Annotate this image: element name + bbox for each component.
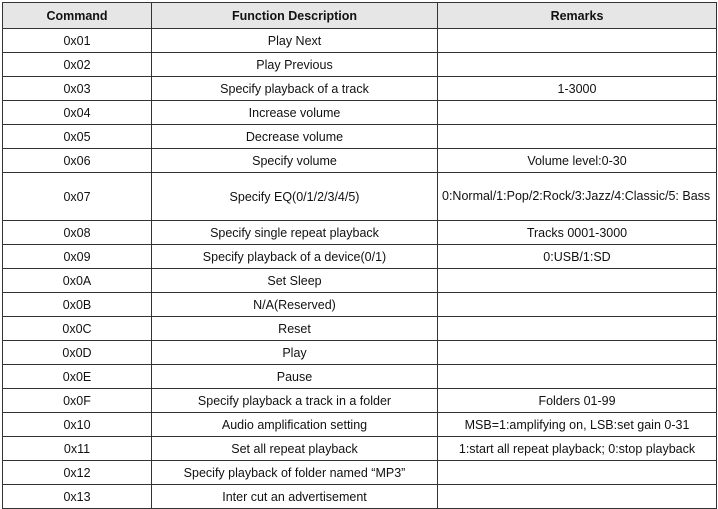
remarks-cell (437, 364, 717, 389)
remarks-cell (437, 52, 717, 77)
remarks-cell: 0:Normal/1:Pop/2:Rock/3:Jazz/4:Classic/5… (437, 172, 717, 221)
function-cell: Specify playback a track in a folder (151, 388, 438, 413)
function-cell: Specify playback of a track (151, 76, 438, 101)
command-cell: 0x0A (2, 268, 152, 293)
command-cell: 0x03 (2, 76, 152, 101)
function-cell: Reset (151, 316, 438, 341)
command-cell: 0x04 (2, 100, 152, 125)
table-row: 0x10 Audio amplification setting MSB=1:amp… (2, 412, 717, 437)
command-cell: 0x10 (2, 412, 152, 437)
function-cell: Specify playback of a device(0/1) (151, 244, 438, 269)
remarks-cell (437, 484, 717, 509)
command-cell: 0x08 (2, 220, 152, 245)
remarks-cell: Volume level:0-30 (437, 148, 717, 173)
table-row: 0x11 Set all repeat playback 1:start all r… (2, 436, 717, 461)
function-cell: Specify single repeat playback (151, 220, 438, 245)
command-cell: 0x11 (2, 436, 152, 461)
remarks-cell (437, 124, 717, 149)
remarks-cell (437, 100, 717, 125)
table-row: 0x0B N/A(Reserved) (2, 292, 717, 317)
function-cell: Play Previous (151, 52, 438, 77)
command-cell: 0x05 (2, 124, 152, 149)
function-cell: Audio amplification setting (151, 412, 438, 437)
table-row: 0x04 Increase volume (2, 100, 717, 125)
table-row: 0x0A Set Sleep (2, 268, 717, 293)
remarks-cell (437, 316, 717, 341)
table-row: 0x02 Play Previous (2, 52, 717, 77)
command-cell: 0x02 (2, 52, 152, 77)
table-row: 0x0D Play (2, 340, 717, 365)
command-cell: 0x13 (2, 484, 152, 509)
header-row: Command Function Description Remarks (2, 2, 717, 29)
remarks-cell (437, 340, 717, 365)
function-cell: Specify playback of folder named “MP3” (151, 460, 438, 485)
command-cell: 0x07 (2, 172, 152, 221)
remarks-cell: 1-3000 (437, 76, 717, 101)
table-row: 0x09 Specify playback of a device(0/1) 0:U… (2, 244, 717, 269)
remarks-cell: MSB=1:amplifying on, LSB:set gain 0-31 (437, 412, 717, 437)
command-cell: 0x01 (2, 28, 152, 53)
command-cell: 0x06 (2, 148, 152, 173)
header-function-description: Function Description (151, 2, 438, 29)
function-cell: Pause (151, 364, 438, 389)
remarks-cell: 1:start all repeat playback; 0:stop play… (437, 436, 717, 461)
remarks-cell (437, 28, 717, 53)
function-cell: Decrease volume (151, 124, 438, 149)
function-cell: N/A(Reserved) (151, 292, 438, 317)
remarks-cell (437, 460, 717, 485)
command-cell: 0x0B (2, 292, 152, 317)
table-row: 0x12 Specify playback of folder named “MP… (2, 460, 717, 485)
command-cell: 0x0D (2, 340, 152, 365)
table-row: 0x13 Inter cut an advertisement (2, 484, 717, 509)
command-cell: 0x0E (2, 364, 152, 389)
table-row: 0x08 Specify single repeat playback Tracks… (2, 220, 717, 245)
function-cell: Play (151, 340, 438, 365)
command-cell: 0x09 (2, 244, 152, 269)
command-cell: 0x0C (2, 316, 152, 341)
command-cell: 0x0F (2, 388, 152, 413)
remarks-cell: 0:USB/1:SD (437, 244, 717, 269)
table-row: 0x03 Specify playback of a track 1-3000 (2, 76, 717, 101)
header-remarks: Remarks (437, 2, 717, 29)
remarks-cell: Folders 01-99 (437, 388, 717, 413)
function-cell: Specify EQ(0/1/2/3/4/5) (151, 172, 438, 221)
table-row: 0x07 Specify EQ(0/1/2/3/4/5) 0:Normal/1:Po… (2, 172, 717, 221)
function-cell: Play Next (151, 28, 438, 53)
table-row: 0x06 Specify volume Volume level:0-30 (2, 148, 717, 173)
function-cell: Increase volume (151, 100, 438, 125)
table-row: 0x0E Pause (2, 364, 717, 389)
table-row: 0x0C Reset (2, 316, 717, 341)
remarks-cell (437, 292, 717, 317)
command-cell: 0x12 (2, 460, 152, 485)
function-cell: Set all repeat playback (151, 436, 438, 461)
table-row: 0x0F Specify playback a track in a folder… (2, 388, 717, 413)
function-cell: Specify volume (151, 148, 438, 173)
header-command: Command (2, 2, 152, 29)
function-cell: Inter cut an advertisement (151, 484, 438, 509)
remarks-cell: Tracks 0001-3000 (437, 220, 717, 245)
table-row: 0x01 Play Next (2, 28, 717, 53)
function-cell: Set Sleep (151, 268, 438, 293)
table-row: 0x05 Decrease volume (2, 124, 717, 149)
remarks-cell (437, 268, 717, 293)
